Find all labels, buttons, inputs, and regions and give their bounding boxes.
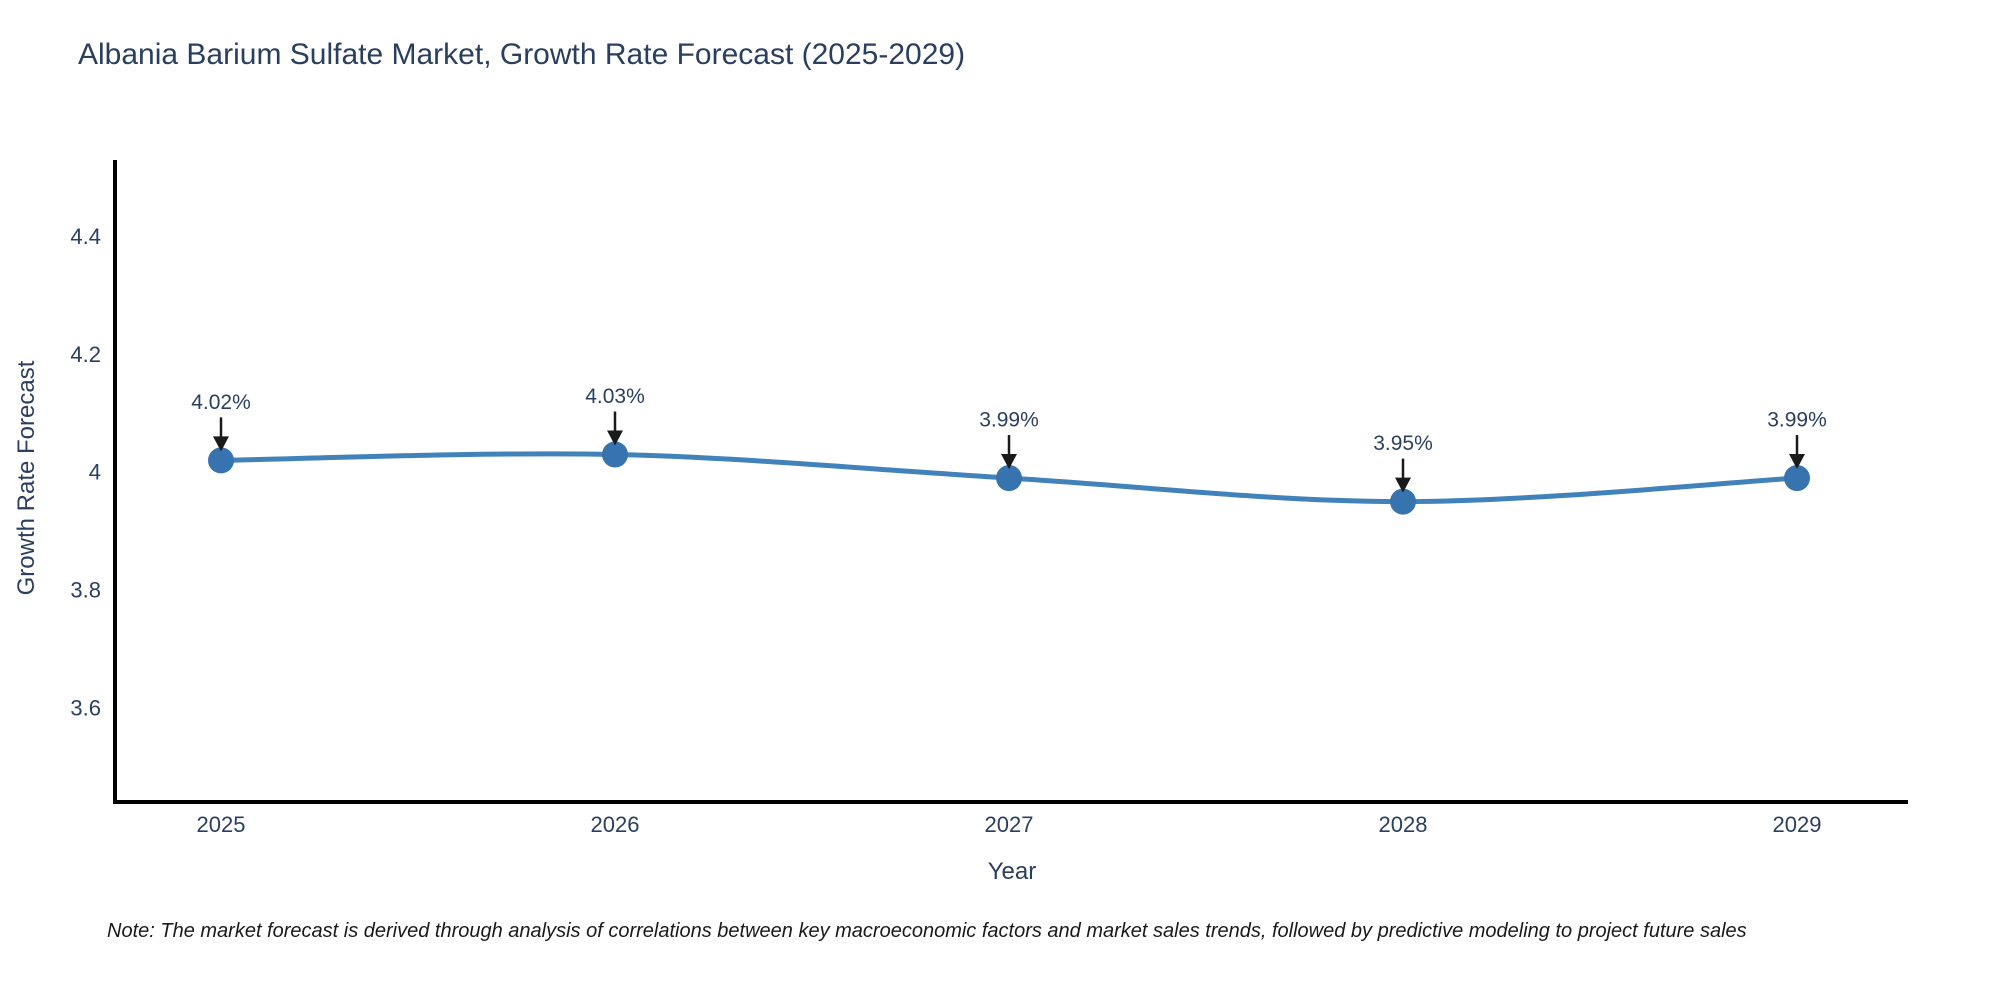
point-annotation-label: 3.99% — [979, 409, 1039, 432]
x-axis-title: Year — [987, 858, 1037, 885]
data-point-marker — [602, 441, 628, 468]
data-point-marker — [208, 447, 234, 474]
y-axis-title: Growth Rate Forecast — [13, 360, 40, 596]
x-tick-label: 2029 — [1773, 812, 1822, 837]
x-tick-label: 2025 — [197, 812, 246, 837]
annotation-arrow-head — [1001, 454, 1017, 470]
y-tick-label: 3.8 — [70, 577, 101, 602]
data-point-marker — [1784, 465, 1810, 492]
y-tick-label: 4 — [89, 460, 101, 485]
point-annotation-label: 4.03% — [585, 385, 645, 408]
footnote: Note: The market forecast is derived thr… — [107, 920, 1747, 942]
y-tick-label: 3.6 — [70, 695, 101, 720]
annotation-arrow-head — [607, 430, 623, 446]
x-tick-label: 2028 — [1379, 812, 1428, 837]
annotation-arrow-head — [213, 436, 229, 452]
x-tick-label: 2027 — [985, 812, 1034, 837]
y-tick-label: 4.4 — [70, 224, 101, 249]
y-tick-label: 4.2 — [70, 342, 101, 367]
annotation-arrow-head — [1789, 454, 1805, 470]
chart-title: Albania Barium Sulfate Market, Growth Ra… — [78, 38, 966, 71]
point-annotation-label: 4.02% — [191, 391, 251, 414]
x-tick-label: 2026 — [591, 812, 640, 837]
point-annotation-label: 3.99% — [1767, 409, 1827, 432]
data-point-marker — [996, 465, 1022, 492]
data-point-marker — [1390, 488, 1416, 515]
point-annotation-label: 3.95% — [1373, 432, 1433, 455]
annotation-arrow-head — [1395, 477, 1411, 493]
